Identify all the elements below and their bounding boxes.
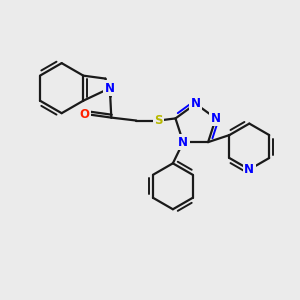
Text: N: N <box>178 136 188 148</box>
Text: S: S <box>154 114 163 127</box>
Text: N: N <box>190 97 201 110</box>
Text: N: N <box>105 82 115 95</box>
Text: N: N <box>211 112 221 125</box>
Text: O: O <box>80 108 90 121</box>
Text: N: N <box>244 163 254 176</box>
